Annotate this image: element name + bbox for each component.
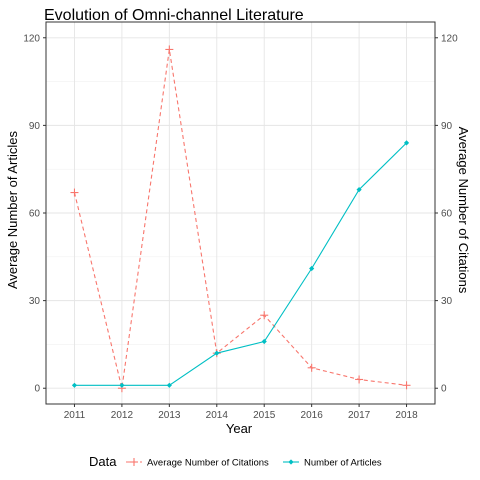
y2-tick-label: 0 (441, 384, 447, 395)
data-point-diamond (261, 338, 267, 345)
data-point-diamond (166, 382, 172, 388)
legend-item: Average Number of Citations (126, 458, 269, 469)
data-point-plus (130, 458, 138, 466)
data-point-plus (70, 188, 79, 197)
x-tick-label: 2016 (301, 410, 324, 421)
data-point-diamond (119, 382, 125, 388)
axes: 0 30 60 90 120 0 30 60 90 120 2011 2012 2013 2014 2015… (23, 33, 458, 421)
legend: Data Average Number of Citations Number o… (89, 454, 382, 469)
x-tick-label: 2015 (253, 410, 276, 421)
y2-tick-label: 30 (441, 296, 453, 307)
data-point-diamond (71, 382, 78, 388)
x-tick-label: 2012 (111, 410, 134, 421)
data-point-plus (355, 375, 364, 384)
y2-tick-label: 90 (441, 121, 453, 132)
series-line (74, 142, 407, 386)
x-tick-label: 2011 (64, 410, 86, 421)
y-tick-label: 120 (23, 33, 40, 44)
y-tick-label: 0 (34, 384, 40, 395)
legend-title: Data (89, 454, 117, 469)
x-tick-label: 2013 (158, 410, 181, 421)
data-point-plus (402, 381, 411, 390)
legend-items: Average Number of Citations Number of Art… (126, 458, 382, 469)
x-tick-label: 2014 (206, 410, 229, 421)
legend-label: Average Number of Citations (147, 458, 269, 469)
legend-item: Number of Articles (283, 458, 382, 469)
data-point-diamond (214, 350, 220, 356)
data-point-plus (307, 363, 316, 372)
data-point-plus (260, 311, 269, 320)
y2-tick-label: 60 (441, 209, 453, 220)
x-axis-title: Year (226, 421, 253, 436)
data-point-plus (165, 45, 174, 54)
series-line (73, 49, 407, 389)
chart-title: Evolution of Omni-channel Literature (44, 7, 304, 24)
data-point-diamond (288, 459, 294, 465)
y-tick-label: 90 (29, 121, 41, 132)
x-tick-label: 2018 (395, 410, 418, 421)
y2-tick-label: 120 (441, 33, 458, 44)
y-tick-label: 60 (29, 209, 41, 220)
legend-label: Number of Articles (304, 458, 382, 469)
x-tick-label: 2017 (348, 410, 371, 421)
y2-axis-title: Average Number of Citations (456, 127, 471, 294)
y-tick-label: 30 (29, 296, 41, 307)
y-axis-title: Average Number of Articles (5, 131, 20, 289)
data-point-diamond (403, 140, 410, 146)
data-point-diamond (309, 265, 315, 272)
data-point-diamond (356, 187, 362, 193)
series-number-of-articles (71, 140, 410, 388)
series-layer (70, 45, 411, 393)
